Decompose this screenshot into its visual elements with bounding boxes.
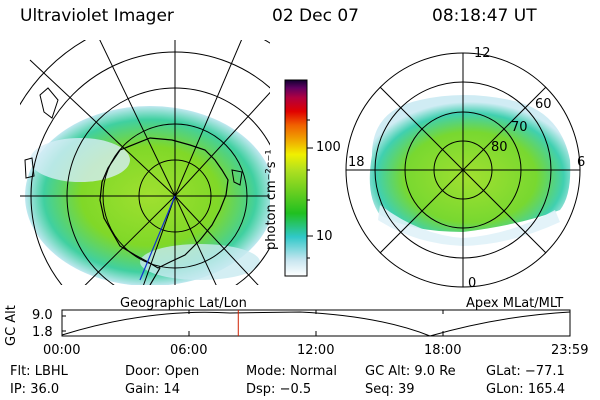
altitude-timeline [61, 309, 571, 337]
time-label: 08:18:47 UT [432, 6, 537, 26]
colorbar-tick-10: 10 [316, 229, 333, 244]
timeline-xtick-2: 12:00 [297, 343, 335, 358]
geographic-map [20, 40, 270, 285]
info-mode: Mode: Normal [246, 364, 337, 379]
timeline-xtick-4: 23:59 [551, 343, 589, 358]
colorbar-unit-label: photon cm⁻²s⁻¹ [264, 149, 279, 250]
geographic-caption: Geographic Lat/Lon [120, 296, 247, 311]
info-filter: Flt: LBHL [10, 364, 68, 379]
timeline-xtick-1: 06:00 [170, 343, 208, 358]
mlt-label-12: 12 [474, 46, 491, 61]
mlt-label-0: 0 [468, 276, 477, 291]
info-gc-alt: GC Alt: 9.0 Re [365, 364, 456, 379]
mlat-label-60: 60 [535, 97, 552, 112]
info-seq: Seq: 39 [365, 382, 415, 397]
info-door: Door: Open [125, 364, 200, 379]
coastline [99, 137, 229, 269]
info-glon: GLon: 165.4 [486, 382, 566, 397]
mlt-label-18: 18 [348, 155, 365, 170]
colorbar-tick-100: 100 [316, 140, 341, 155]
mlt-label-6: 6 [577, 155, 586, 170]
info-glat: GLat: −77.1 [486, 364, 565, 379]
timeline-xtick-0: 00:00 [43, 343, 81, 358]
date-label: 02 Dec 07 [272, 6, 359, 26]
magnetic-caption: Apex MLat/MLT [466, 296, 564, 311]
mlat-label-70: 70 [511, 120, 528, 135]
info-ip: IP: 36.0 [10, 382, 60, 397]
magnetic-polar-map [345, 52, 581, 288]
colorbar [284, 79, 308, 277]
info-dsp: Dsp: −0.5 [246, 382, 312, 397]
mlat-label-80: 80 [491, 140, 508, 155]
timeline-ytick-top: 9.0 [32, 308, 53, 323]
info-gain: Gain: 14 [125, 382, 180, 397]
instrument-title: Ultraviolet Imager [20, 6, 174, 26]
timeline-ytick-bottom: 1.8 [32, 325, 53, 340]
timeline-xtick-3: 18:00 [424, 343, 462, 358]
timeline-ylabel: GC Alt [4, 305, 19, 346]
altitude-curve [61, 311, 571, 337]
